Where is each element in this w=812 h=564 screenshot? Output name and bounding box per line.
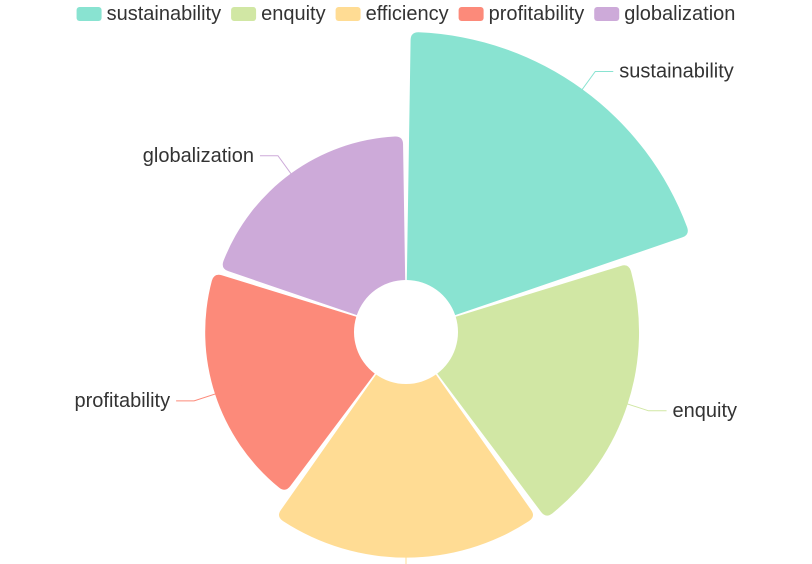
legend-item-efficiency[interactable]: efficiency bbox=[335, 3, 449, 25]
legend-swatch-profitability bbox=[458, 7, 484, 21]
leader-line-profitability bbox=[176, 383, 247, 402]
legend-label-efficiency: efficiency bbox=[366, 3, 449, 25]
legend-swatch-enquity bbox=[231, 7, 257, 21]
legend-label-sustainability: sustainability bbox=[107, 3, 222, 25]
slice-label-globalization: globalization bbox=[143, 145, 254, 167]
leader-line-sustainability bbox=[549, 70, 614, 134]
legend-item-enquity[interactable]: enquity bbox=[231, 3, 326, 25]
slice-label-profitability: profitability bbox=[74, 390, 170, 412]
slice-label-sustainability: sustainability bbox=[619, 60, 734, 82]
leader-line-enquity bbox=[589, 391, 667, 412]
legend-item-globalization[interactable]: globalization bbox=[594, 3, 735, 25]
slice-profitability[interactable] bbox=[205, 274, 375, 490]
legend: sustainability enquity efficiency profitabi… bbox=[76, 3, 735, 25]
legend-swatch-globalization bbox=[594, 7, 620, 21]
slice-label-enquity: enquity bbox=[673, 400, 738, 422]
legend-item-sustainability[interactable]: sustainability bbox=[76, 3, 222, 25]
legend-swatch-efficiency bbox=[335, 7, 361, 21]
chart-leader-lines bbox=[176, 70, 667, 564]
leader-line-efficiency bbox=[405, 519, 407, 564]
leader-line-globalization bbox=[259, 155, 310, 200]
slice-globalization[interactable] bbox=[222, 136, 406, 316]
chart-slices bbox=[205, 32, 688, 558]
chart-slice-labels: sustainabilityenquityefficiencyprofitabi… bbox=[74, 60, 738, 422]
slice-efficiency[interactable] bbox=[278, 374, 534, 558]
legend-label-globalization: globalization bbox=[624, 3, 735, 25]
slice-sustainability[interactable] bbox=[406, 32, 688, 316]
slice-enquity[interactable] bbox=[437, 265, 640, 516]
legend-item-profitability[interactable]: profitability bbox=[458, 3, 585, 25]
legend-label-profitability: profitability bbox=[489, 3, 585, 25]
legend-swatch-sustainability bbox=[76, 7, 102, 21]
legend-label-enquity: enquity bbox=[261, 3, 326, 25]
